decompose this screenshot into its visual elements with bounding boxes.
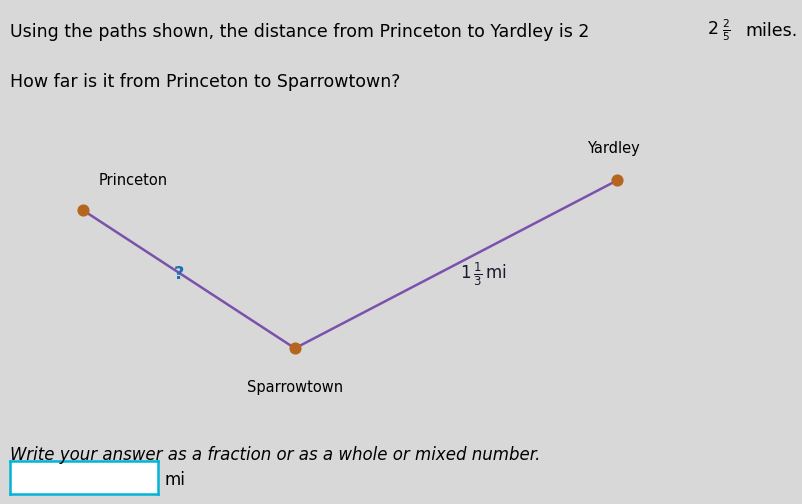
Text: Yardley: Yardley [587,141,639,156]
Text: 2: 2 [708,20,719,38]
Point [76,206,89,214]
Text: $\frac{2}{5}$: $\frac{2}{5}$ [722,18,731,43]
Text: How far is it from Princeton to Sparrowtown?: How far is it from Princeton to Sparrowt… [10,73,400,91]
Text: Write your answer as a fraction or as a whole or mixed number.: Write your answer as a fraction or as a … [10,446,540,464]
Point [289,344,302,352]
Text: miles.: miles. [746,22,798,40]
Text: Using the paths shown, the distance from Princeton to Yardley is 2: Using the paths shown, the distance from… [10,23,589,41]
Text: mi: mi [164,471,185,489]
Text: $\mathregular{1}\,\frac{1}{3}$$\,\mathregular{mi}$: $\mathregular{1}\,\frac{1}{3}$$\,\mathre… [460,261,507,288]
Text: Sparrowtown: Sparrowtown [247,381,343,396]
Point [611,176,624,184]
Text: ?: ? [174,265,184,283]
Text: Princeton: Princeton [99,173,168,188]
